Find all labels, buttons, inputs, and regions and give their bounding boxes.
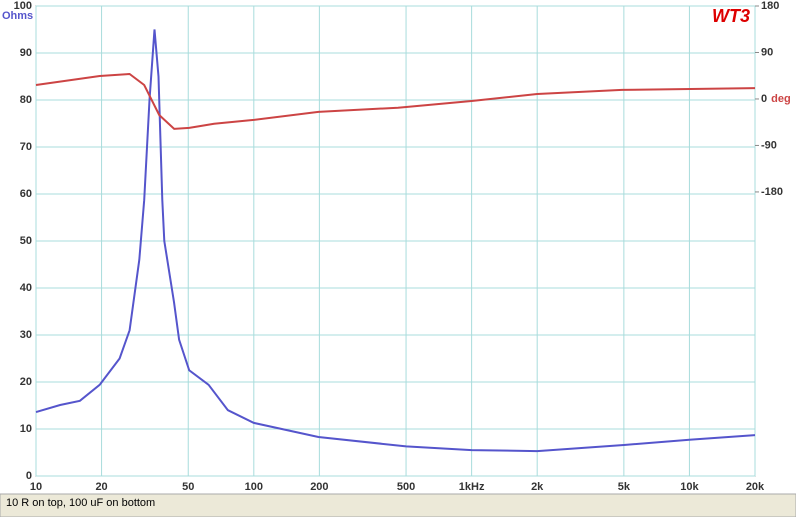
y-tick-label: 100	[14, 0, 32, 12]
x-tick-label: 50	[182, 481, 194, 493]
y2-tick-label: 0	[761, 93, 767, 105]
x-tick-label: 10k	[680, 481, 699, 493]
y-tick-label: 80	[20, 94, 32, 106]
x-tick-label: 10	[30, 481, 42, 493]
y-tick-label: 50	[20, 235, 32, 247]
x-tick-label: 100	[245, 481, 263, 493]
x-tick-label: 20	[95, 481, 107, 493]
x-tick-label: 200	[310, 481, 328, 493]
y-tick-label: 0	[26, 470, 32, 482]
y-tick-label: 40	[20, 282, 32, 294]
y-axis-label: Ohms	[2, 10, 33, 22]
y-tick-label: 60	[20, 188, 32, 200]
y-tick-label: 20	[20, 376, 32, 388]
x-tick-label: 20k	[746, 481, 765, 493]
y2-axis-label: deg	[771, 93, 791, 105]
y2-tick-label: 90	[761, 46, 773, 58]
y-tick-label: 30	[20, 329, 32, 341]
x-tick-label: 5k	[618, 481, 631, 493]
caption: 10 R on top, 100 uF on bottom	[6, 497, 155, 509]
x-tick-label: 1kHz	[459, 481, 485, 493]
y-tick-label: 10	[20, 423, 32, 435]
x-tick-label: 2k	[531, 481, 544, 493]
y-tick-label: 90	[20, 47, 32, 59]
y2-tick-label: -90	[761, 139, 777, 151]
line-series	[35, 29, 756, 453]
y2-tick-label: 180	[761, 0, 779, 12]
x-tick-label: 500	[397, 481, 415, 493]
status-bar	[0, 493, 796, 517]
y2-tick-label: -180	[761, 186, 783, 198]
chart-title: WT3	[712, 6, 750, 26]
line-series	[35, 72, 756, 130]
y-tick-label: 70	[20, 141, 32, 153]
